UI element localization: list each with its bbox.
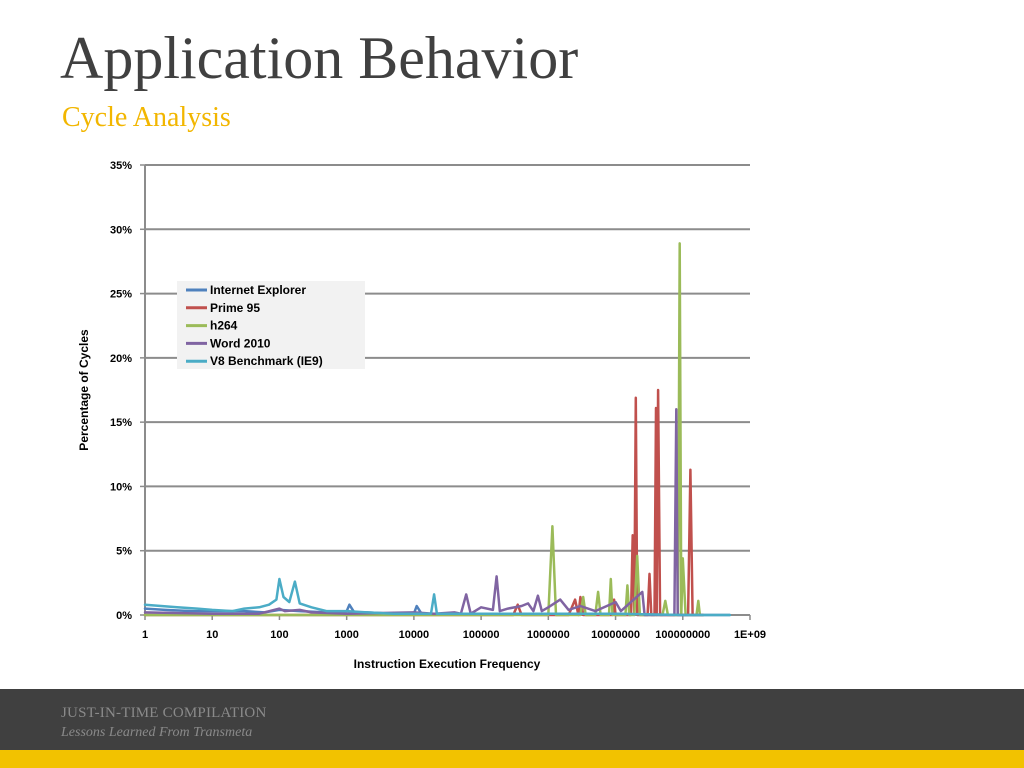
footer-band: JUST-IN-TIME COMPILATION Lessons Learned… [0, 689, 1024, 750]
footer-course-title: JUST-IN-TIME COMPILATION [61, 705, 267, 721]
series-line-v8-benchmark-ie9 [143, 577, 732, 617]
series-line-prime-95 [143, 388, 705, 617]
legend-label: Internet Explorer [210, 283, 306, 297]
series-line-h264 [143, 242, 705, 617]
footer-accent-stripe [0, 750, 1024, 768]
y-tick-label: 15% [110, 417, 132, 429]
x-tick-label: 1E+09 [734, 629, 766, 641]
x-tick-label: 100 [270, 629, 288, 641]
series-lines [143, 242, 732, 617]
legend-label: V8 Benchmark (IE9) [210, 354, 323, 368]
slide-subtitle: Cycle Analysis [62, 102, 231, 133]
footer-course-subtitle: Lessons Learned From Transmeta [61, 725, 253, 740]
legend-box [177, 281, 365, 369]
y-tick-label: 20% [110, 353, 132, 365]
y-tick-label: 0% [116, 610, 132, 622]
x-tick-label: 1 [142, 629, 148, 641]
x-axis-title: Instruction Execution Frequency [354, 657, 541, 671]
x-tick-label: 10 [206, 629, 218, 641]
slide-title: Application Behavior [60, 25, 579, 91]
y-tick-label: 5% [116, 546, 132, 558]
tick-labels: 0% 5% 10% 15% 20% 25% 30% 35% 1 10 100 1000 10000 100… [110, 160, 766, 641]
x-tick-label: 10000 [399, 629, 430, 641]
series-line-word-2010 [143, 408, 705, 617]
y-tick-label: 10% [110, 481, 132, 493]
y-tick-label: 30% [110, 224, 132, 236]
x-tick-label: 10000000 [591, 629, 640, 641]
y-tick-label: 35% [110, 160, 132, 172]
y-axis-title: Percentage of Cycles [77, 329, 91, 451]
x-tick-label: 1000000 [527, 629, 570, 641]
x-tick-label: 1000 [334, 629, 358, 641]
legend-label: Word 2010 [210, 336, 271, 350]
legend-label: Prime 95 [210, 301, 260, 315]
x-tick-label: 100000 [463, 629, 500, 641]
legend-label: h264 [210, 319, 238, 333]
cycle-analysis-chart: 0% 5% 10% 15% 20% 25% 30% 35% 1 10 100 1000 10000 100… [77, 160, 766, 671]
x-tick-label: 100000000 [655, 629, 710, 641]
legend: Internet Explorer Prime 95 h264 Word 2010 V8… [177, 281, 365, 369]
y-tick-label: 25% [110, 289, 132, 301]
